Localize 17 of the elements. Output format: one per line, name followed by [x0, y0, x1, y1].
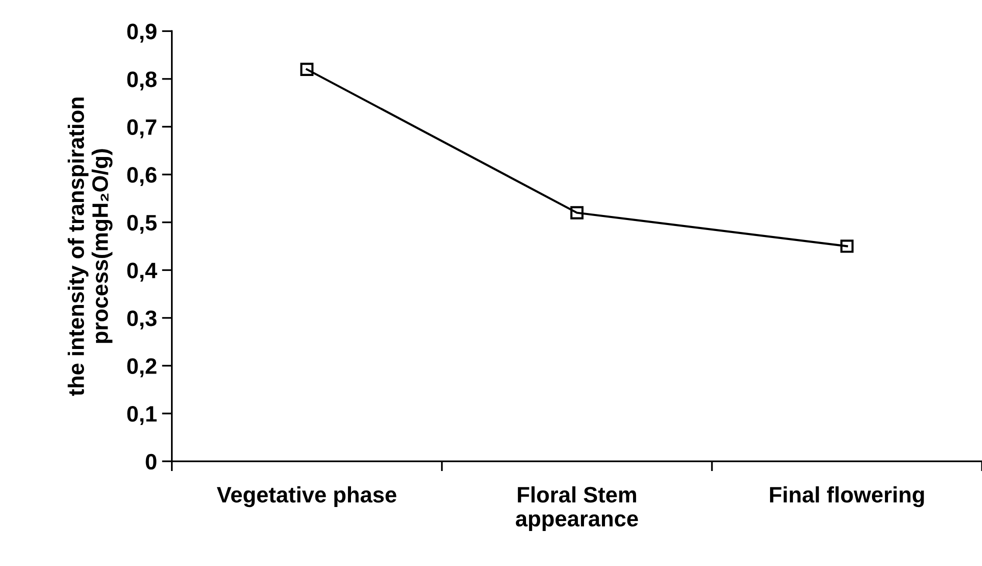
x-tick-label: Vegetative phase [216, 486, 396, 508]
y-tick-label: 0,5 [127, 214, 157, 234]
y-tick-label: 0,8 [127, 71, 157, 90]
y-tick-label: 0,2 [127, 358, 156, 378]
x-tick-label: Floral Stem appearance [516, 486, 638, 531]
y-tick-label: 0,3 [127, 310, 156, 330]
point [840, 240, 854, 253]
y-tick-label: 0,1 [127, 406, 157, 425]
point [570, 206, 584, 220]
x-tick-label: Final flowering [770, 486, 924, 508]
point [300, 62, 314, 76]
y-tick-label: 0,6 [127, 167, 156, 186]
y-tick-label: 0 [146, 454, 156, 470]
y-axis-title: the intensity of transpiration process(mgH₂O/g) [68, 98, 112, 396]
y-tick-label: 0,7 [127, 119, 156, 138]
y-tick-label: 0,4 [127, 262, 158, 282]
y-tick-label: 0,9 [127, 24, 156, 43]
